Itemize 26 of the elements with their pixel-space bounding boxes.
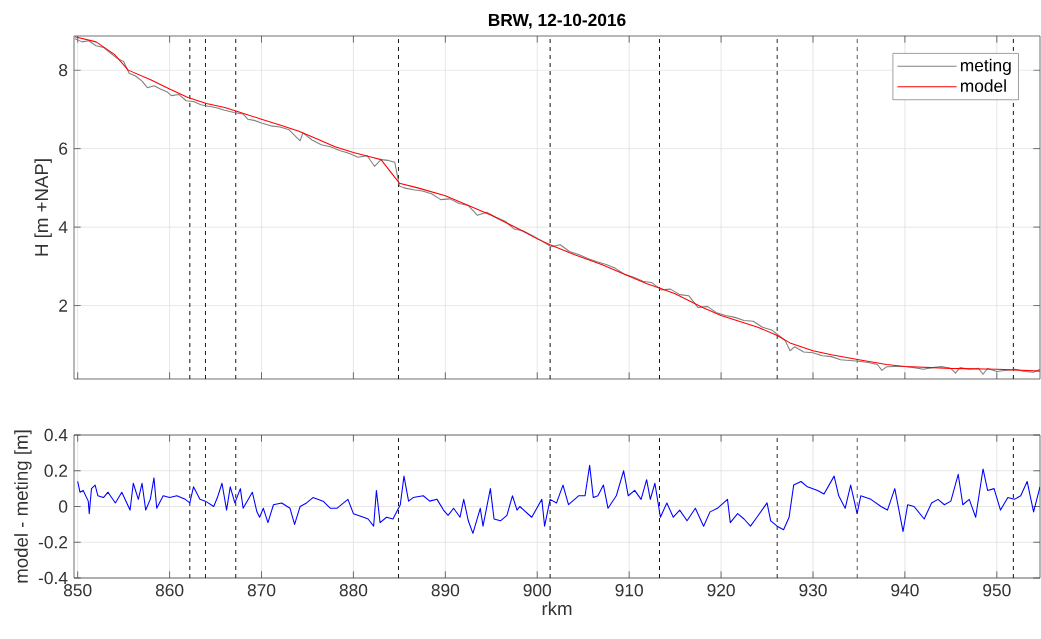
y-tick-label: -0.2 xyxy=(38,536,68,549)
x-tick-label: 890 xyxy=(431,584,460,597)
y-tick-label: 2 xyxy=(59,299,68,312)
legend-label: model xyxy=(960,79,1006,92)
x-tick-label: 950 xyxy=(983,584,1011,597)
y-tick-label: 0 xyxy=(58,500,68,513)
x-axis-title: rkm xyxy=(542,601,572,615)
y-axis-title: model - meting [m] xyxy=(14,430,32,583)
x-tick-label: 880 xyxy=(339,584,368,597)
x-tick-label: 920 xyxy=(707,584,735,597)
x-tick-label: 930 xyxy=(799,584,827,597)
x-tick-label: 940 xyxy=(891,584,919,597)
y-tick-label: 0.2 xyxy=(44,464,68,477)
y-axis-title: H [m +NAP] xyxy=(34,159,52,256)
x-tick-label: 850 xyxy=(63,584,92,597)
y-tick-label: 4 xyxy=(58,221,68,234)
chart-title: BRW, 12-10-2016 xyxy=(488,13,626,29)
x-tick-label: 860 xyxy=(155,584,184,597)
y-tick-label: 6 xyxy=(59,142,68,155)
x-tick-label: 900 xyxy=(523,584,552,597)
y-tick-label: 0.4 xyxy=(44,428,68,442)
y-tick-label: -0.4 xyxy=(38,571,68,585)
x-tick-label: 870 xyxy=(247,584,276,597)
y-tick-label: 8 xyxy=(59,63,68,77)
legend-label: meting xyxy=(960,58,1011,75)
x-tick-label: 910 xyxy=(615,584,643,597)
